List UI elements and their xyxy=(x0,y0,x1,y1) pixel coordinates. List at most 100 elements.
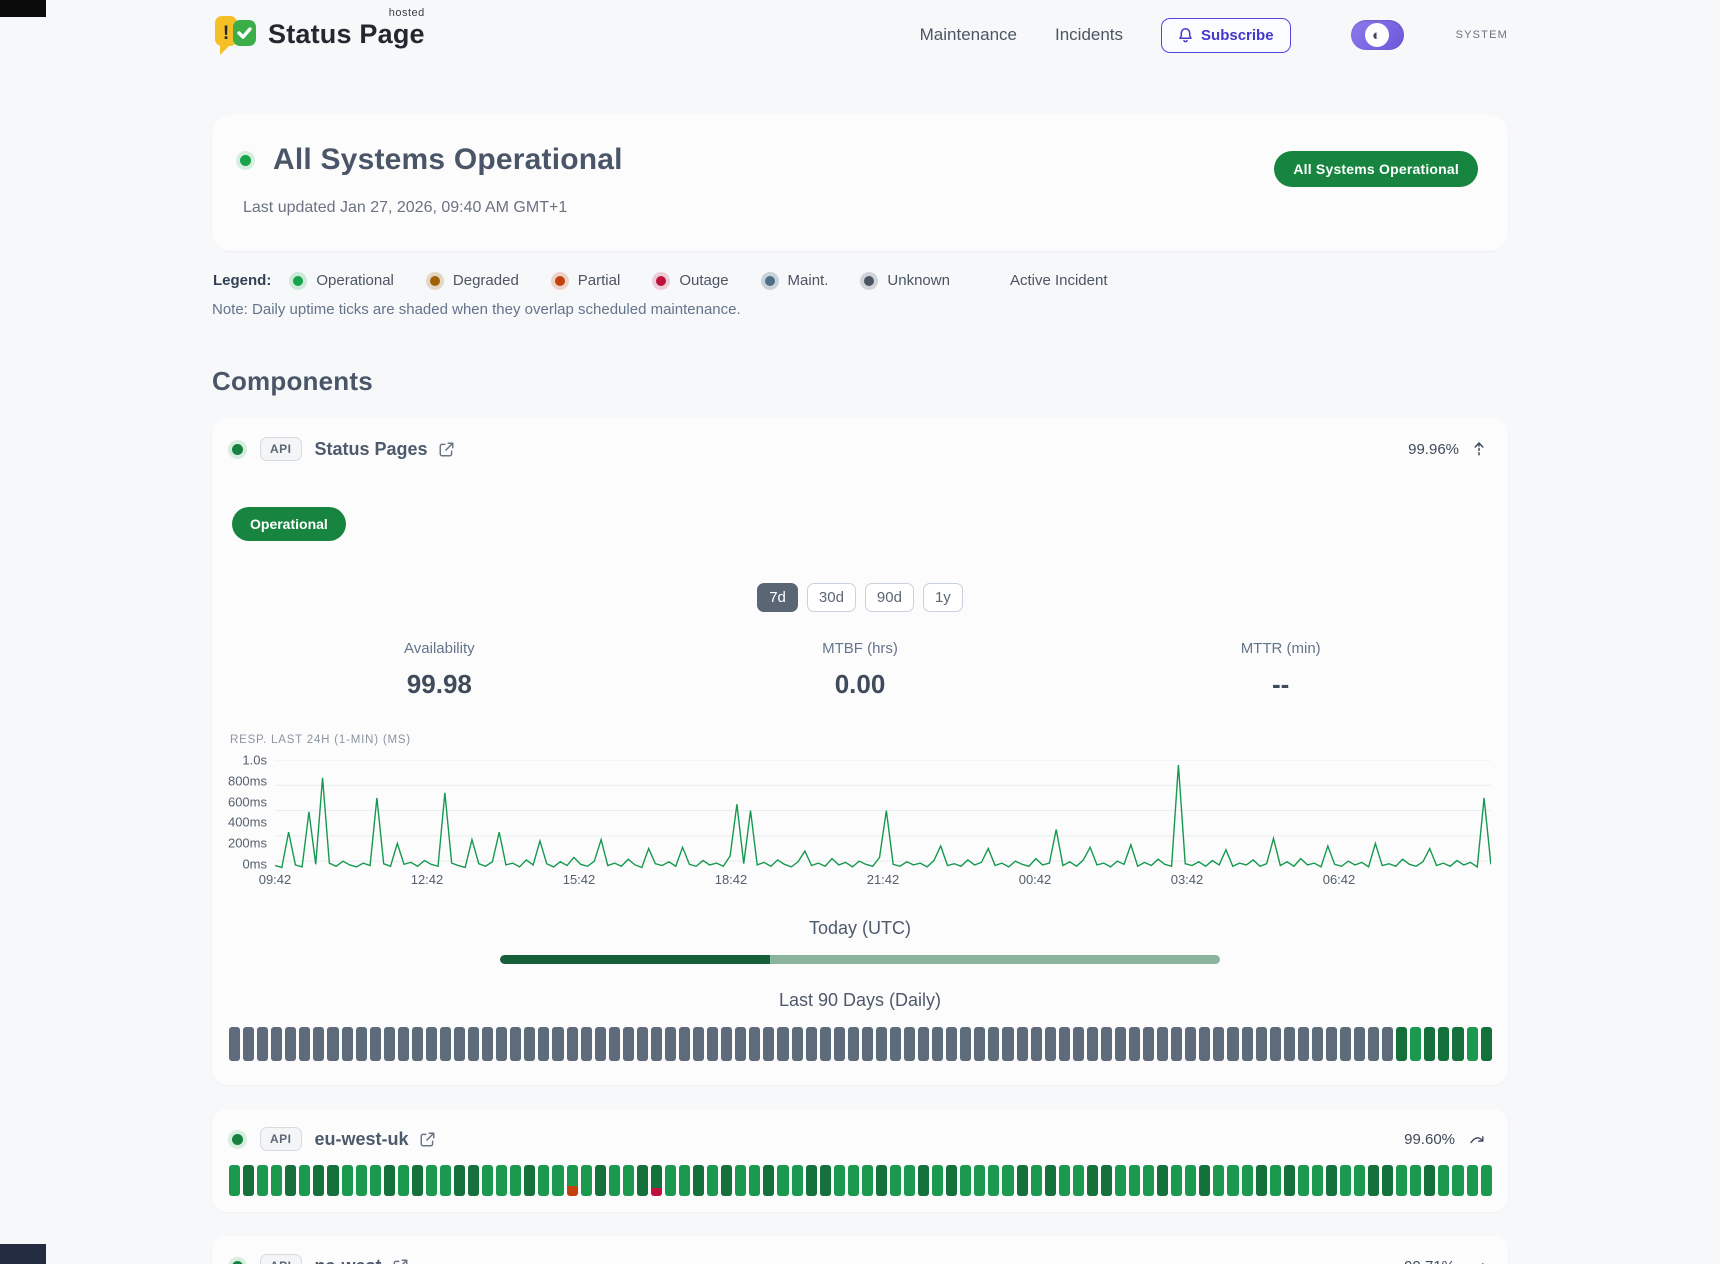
uptime-tick[interactable] xyxy=(1255,1027,1267,1061)
uptime-tick[interactable] xyxy=(1325,1027,1337,1061)
uptime-tick[interactable] xyxy=(1143,1027,1155,1061)
uptime-tick[interactable] xyxy=(861,1027,873,1061)
uptime-tick[interactable] xyxy=(425,1027,437,1061)
uptime-tick[interactable] xyxy=(1354,1027,1366,1061)
uptime-tick[interactable] xyxy=(552,1027,564,1061)
uptime-tick[interactable] xyxy=(707,1165,719,1196)
uptime-tick[interactable] xyxy=(1002,1027,1014,1061)
uptime-tick[interactable] xyxy=(1114,1165,1126,1196)
uptime-tick[interactable] xyxy=(904,1165,916,1196)
uptime-tick[interactable] xyxy=(904,1027,916,1061)
external-link-icon[interactable] xyxy=(438,441,455,458)
uptime-tick[interactable] xyxy=(397,1027,409,1061)
uptime-tick[interactable] xyxy=(1438,1165,1450,1196)
uptime-tick[interactable] xyxy=(454,1165,466,1196)
uptime-tick[interactable] xyxy=(1241,1165,1253,1196)
uptime-tick[interactable] xyxy=(1171,1027,1183,1061)
uptime-tick[interactable] xyxy=(1452,1027,1464,1061)
uptime-tick[interactable] xyxy=(383,1027,395,1061)
uptime-tick[interactable] xyxy=(566,1027,578,1061)
uptime-tick[interactable] xyxy=(918,1165,930,1196)
uptime-tick[interactable] xyxy=(735,1027,747,1061)
external-link-icon[interactable] xyxy=(392,1258,409,1264)
uptime-tick[interactable] xyxy=(777,1027,789,1061)
range-button-30d[interactable]: 30d xyxy=(806,583,856,612)
uptime-tick[interactable] xyxy=(327,1027,339,1061)
component-name[interactable]: Status Pages xyxy=(314,438,428,459)
uptime-tick[interactable] xyxy=(496,1165,508,1196)
uptime-tick[interactable] xyxy=(833,1027,845,1061)
uptime-tick[interactable] xyxy=(299,1165,311,1196)
uptime-tick[interactable] xyxy=(1114,1027,1126,1061)
uptime-tick[interactable] xyxy=(805,1027,817,1061)
uptime-tick[interactable] xyxy=(1466,1027,1478,1061)
component-name[interactable]: na-west xyxy=(315,1256,382,1264)
uptime-tick[interactable] xyxy=(1396,1027,1408,1061)
uptime-tick[interactable] xyxy=(889,1165,901,1196)
uptime-tick[interactable] xyxy=(847,1027,859,1061)
uptime-tick[interactable] xyxy=(313,1165,325,1196)
uptime-tick[interactable] xyxy=(1199,1027,1211,1061)
expand-icon[interactable] xyxy=(1469,1261,1485,1264)
uptime-tick[interactable] xyxy=(1339,1027,1351,1061)
uptime-tick[interactable] xyxy=(1368,1165,1380,1196)
uptime-tick[interactable] xyxy=(341,1165,353,1196)
uptime-tick[interactable] xyxy=(313,1027,325,1061)
uptime-tick[interactable] xyxy=(847,1165,859,1196)
uptime-tick[interactable] xyxy=(397,1165,409,1196)
uptime-tick[interactable] xyxy=(1297,1165,1309,1196)
uptime-tick[interactable] xyxy=(383,1165,395,1196)
uptime-tick[interactable] xyxy=(1058,1027,1070,1061)
uptime-tick[interactable] xyxy=(285,1165,297,1196)
uptime-tick[interactable] xyxy=(693,1027,705,1061)
uptime-tick[interactable] xyxy=(1269,1027,1281,1061)
uptime-tick[interactable] xyxy=(664,1027,676,1061)
uptime-tick[interactable] xyxy=(1410,1027,1422,1061)
uptime-tick[interactable] xyxy=(721,1027,733,1061)
uptime-tick[interactable] xyxy=(622,1165,634,1196)
range-button-7d[interactable]: 7d xyxy=(757,583,798,612)
uptime-tick[interactable] xyxy=(355,1027,367,1061)
uptime-tick[interactable] xyxy=(468,1165,480,1196)
uptime-tick[interactable] xyxy=(974,1027,986,1061)
uptime-tick[interactable] xyxy=(1199,1165,1211,1196)
uptime-tick[interactable] xyxy=(819,1027,831,1061)
uptime-tick[interactable] xyxy=(1100,1165,1112,1196)
uptime-tick[interactable] xyxy=(1185,1165,1197,1196)
uptime-tick[interactable] xyxy=(510,1027,522,1061)
uptime-tick[interactable] xyxy=(468,1027,480,1061)
uptime-tick[interactable] xyxy=(1016,1027,1028,1061)
uptime-tick[interactable] xyxy=(1452,1165,1464,1196)
uptime-tick[interactable] xyxy=(341,1027,353,1061)
uptime-tick[interactable] xyxy=(636,1027,648,1061)
uptime-tick[interactable] xyxy=(608,1165,620,1196)
uptime-tick[interactable] xyxy=(946,1165,958,1196)
uptime-tick[interactable] xyxy=(566,1165,578,1196)
uptime-tick[interactable] xyxy=(524,1165,536,1196)
nav-item-incidents[interactable]: Incidents xyxy=(1054,25,1124,44)
theme-toggle[interactable]: ◐ xyxy=(1350,20,1404,50)
external-link-icon[interactable] xyxy=(419,1131,436,1148)
uptime-tick[interactable] xyxy=(819,1165,831,1196)
uptime-tick[interactable] xyxy=(833,1165,845,1196)
uptime-tick[interactable] xyxy=(735,1165,747,1196)
uptime-tick[interactable] xyxy=(1227,1027,1239,1061)
uptime-tick[interactable] xyxy=(960,1027,972,1061)
uptime-tick[interactable] xyxy=(454,1027,466,1061)
uptime-tick[interactable] xyxy=(805,1165,817,1196)
uptime-tick[interactable] xyxy=(257,1027,269,1061)
uptime-tick[interactable] xyxy=(1044,1165,1056,1196)
uptime-tick[interactable] xyxy=(439,1165,451,1196)
uptime-tick[interactable] xyxy=(650,1165,662,1196)
uptime-tick[interactable] xyxy=(1129,1165,1141,1196)
subscribe-button[interactable]: Subscribe xyxy=(1161,17,1291,53)
uptime-tick[interactable] xyxy=(1143,1165,1155,1196)
uptime-tick[interactable] xyxy=(271,1027,283,1061)
uptime-tick[interactable] xyxy=(763,1165,775,1196)
range-button-90d[interactable]: 90d xyxy=(864,583,914,612)
uptime-tick[interactable] xyxy=(243,1165,255,1196)
uptime-tick[interactable] xyxy=(355,1165,367,1196)
uptime-tick[interactable] xyxy=(608,1027,620,1061)
uptime-tick[interactable] xyxy=(763,1027,775,1061)
uptime-tick[interactable] xyxy=(1297,1027,1309,1061)
